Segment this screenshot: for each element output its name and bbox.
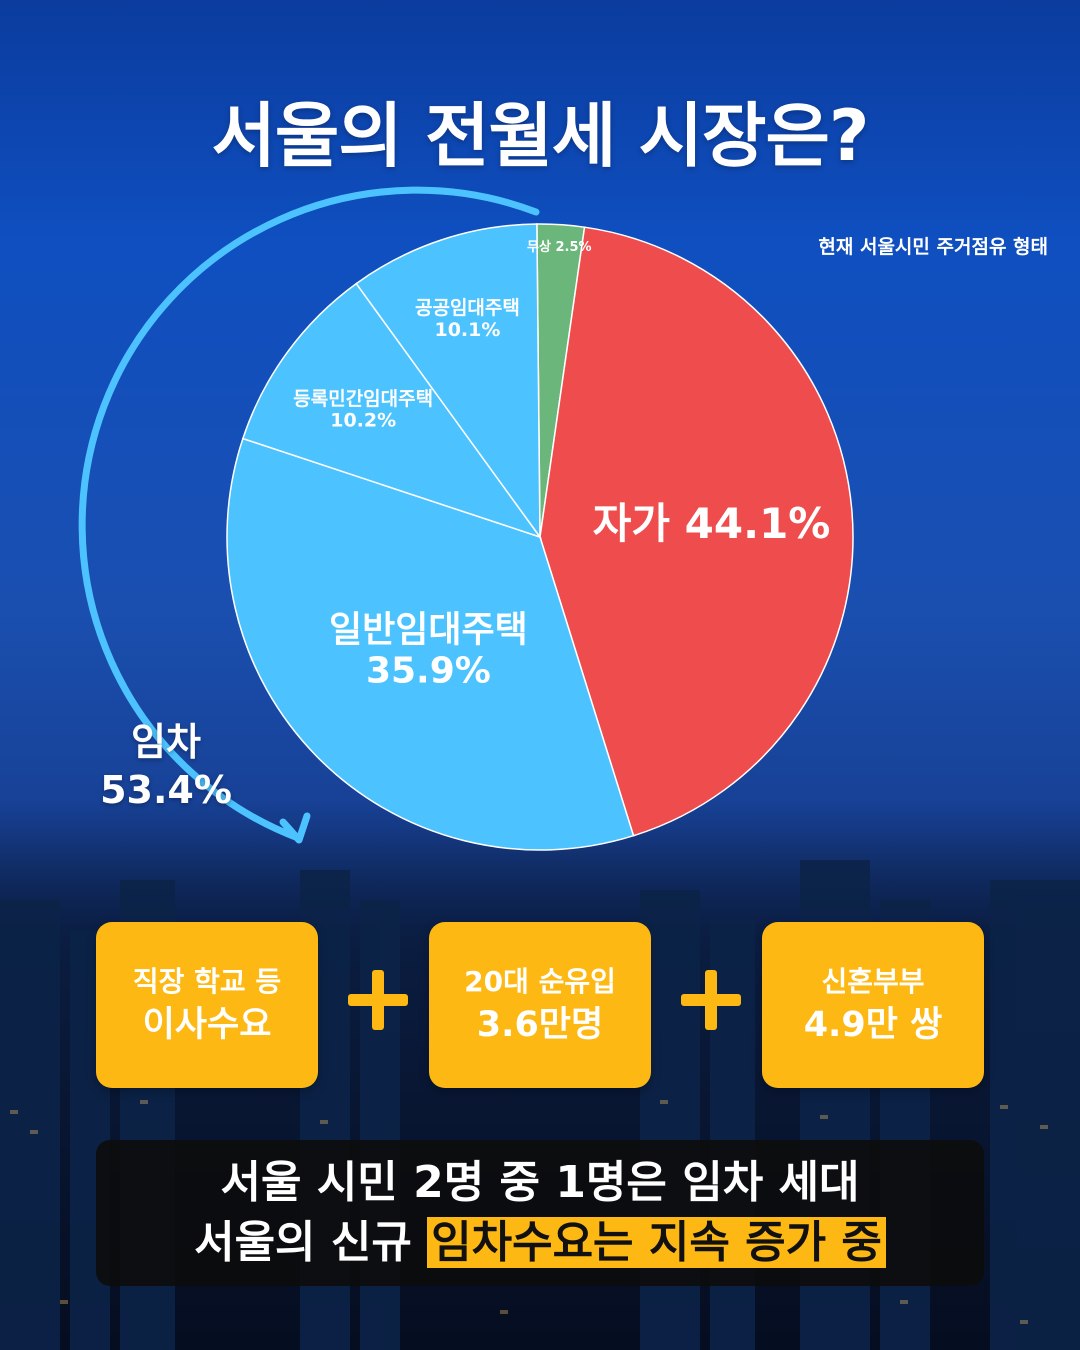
rent-group-label: 임차 53.4% xyxy=(96,718,236,814)
plus-icon xyxy=(681,970,741,1030)
pie-chart: 무상 2.5% 자가 44.1% 일반임대주택 35.9% 등록민간임대주택 10.2% 공… xyxy=(78,186,854,851)
page-title: 서울의 전월세 시장은? xyxy=(211,95,870,177)
summary-line2-prefix: 서울의 신규 xyxy=(194,1217,428,1268)
factor-box-twenties-inflow: 20대 순유입 3.6만명 xyxy=(429,922,651,1088)
factor-line1: 직장 학교 등 xyxy=(132,965,282,998)
summary-line2: 서울의 신규 임차수요는 지속 증가 중 xyxy=(194,1213,886,1273)
pie-slice-label: 등록민간임대주택 10.2% xyxy=(293,388,433,432)
pie-slice xyxy=(539,226,854,837)
factor-box-moving-demand: 직장 학교 등 이사수요 xyxy=(96,922,318,1088)
factor-line2: 3.6만명 xyxy=(476,1005,604,1045)
pie-slice xyxy=(226,437,635,851)
rent-group-value: 53.4% xyxy=(100,768,232,812)
factor-box-newlyweds: 신혼부부 4.9만 쌍 xyxy=(762,922,984,1088)
factor-line1: 20대 순유입 xyxy=(464,965,616,998)
summary-banner: 서울 시민 2명 중 1명은 임차 세대 서울의 신규 임차수요는 지속 증가 … xyxy=(96,1140,984,1286)
rent-arrow-head-icon xyxy=(279,812,311,844)
pie-slice xyxy=(355,223,541,540)
summary-line1: 서울 시민 2명 중 1명은 임차 세대 xyxy=(220,1157,860,1208)
pie-slice-label: 일반임대주택 35.9% xyxy=(329,609,528,691)
pie-slice-label: 자가 44.1% xyxy=(593,499,831,548)
chart-title: 현재 서울시민 주거점유 형태 xyxy=(818,236,1048,258)
pie-slice-label: 무상 2.5% xyxy=(527,240,592,255)
plus-icon xyxy=(348,970,408,1030)
factor-line2: 4.9만 쌍 xyxy=(803,1005,943,1045)
factor-line2: 이사수요 xyxy=(142,1005,272,1045)
pie-slice-label: 공공임대주택 10.1% xyxy=(415,297,520,341)
summary-highlight: 임차수요는 지속 증가 중 xyxy=(427,1217,886,1268)
factor-line1: 신혼부부 xyxy=(821,965,925,998)
rent-arc-arrow xyxy=(78,186,540,842)
pie-slice xyxy=(241,282,542,539)
rent-group-name: 임차 xyxy=(131,720,201,764)
